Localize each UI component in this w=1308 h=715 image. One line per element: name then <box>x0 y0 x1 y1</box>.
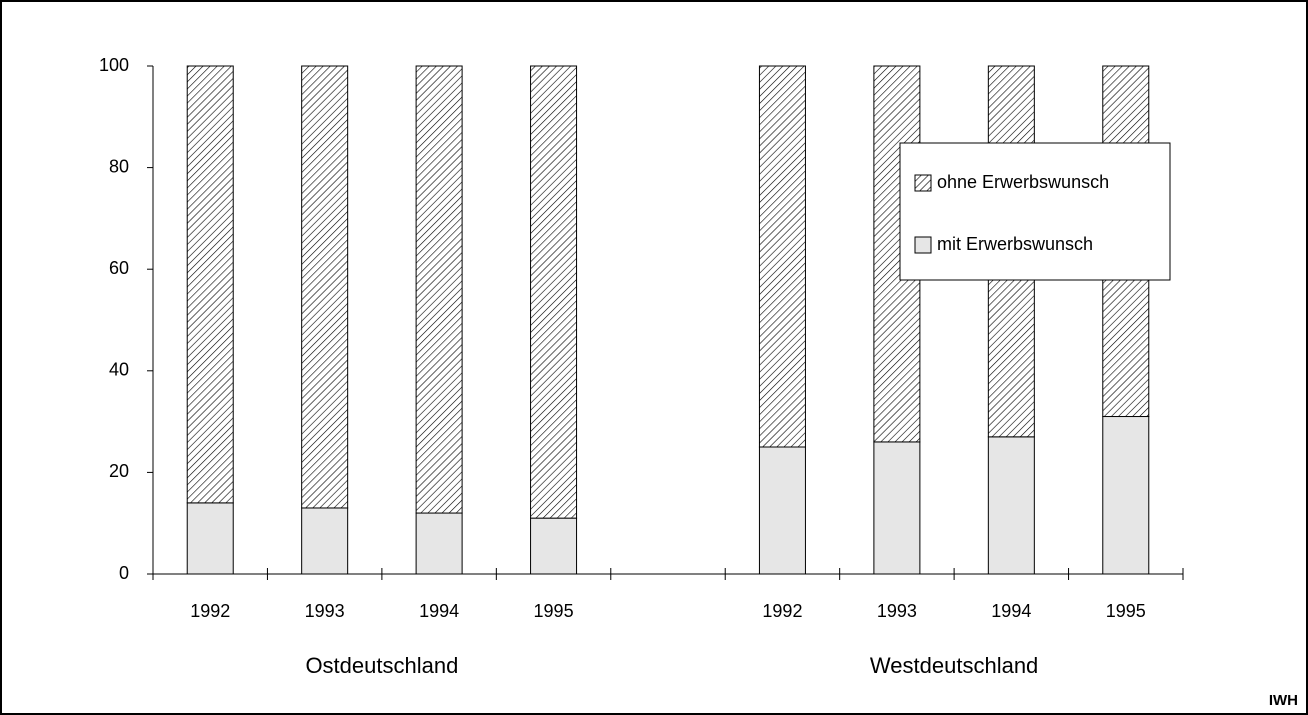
legend-label: mit Erwerbswunsch <box>937 234 1093 254</box>
bar-segment <box>758 446 806 575</box>
bar-segment <box>301 507 349 575</box>
bar-segment <box>415 65 463 514</box>
bar-segment <box>186 502 234 575</box>
bar-segment <box>186 65 234 504</box>
x-tick-label: 1992 <box>190 601 230 621</box>
group-label: Ostdeutschland <box>305 653 458 678</box>
group-label: Westdeutschland <box>870 653 1038 678</box>
source: IWH <box>1269 692 1298 709</box>
bar-segment <box>530 517 578 575</box>
legend-swatch <box>914 236 932 254</box>
bar-segment <box>873 441 921 575</box>
y-tick-label: 40 <box>109 360 129 380</box>
legend-label: ohne Erwerbswunsch <box>937 172 1109 192</box>
x-tick-label: 1994 <box>991 601 1031 621</box>
x-tick-label: 1992 <box>762 601 802 621</box>
x-tick-label: 1995 <box>1106 601 1146 621</box>
bar-segment <box>530 65 578 519</box>
bar-segment <box>987 436 1035 575</box>
x-tick-label: 1995 <box>534 601 574 621</box>
bar-segment <box>758 65 806 448</box>
y-tick-label: 60 <box>109 258 129 278</box>
x-tick-label: 1993 <box>305 601 345 621</box>
x-tick-label: 1994 <box>419 601 459 621</box>
y-tick-label: 80 <box>109 156 129 176</box>
legend-swatch <box>914 174 932 192</box>
bar-segment <box>415 512 463 575</box>
bar-segment <box>301 65 349 509</box>
y-tick-label: 0 <box>119 563 129 583</box>
y-tick-label: 100 <box>99 55 129 75</box>
y-tick-label: 20 <box>109 461 129 481</box>
legend-box <box>899 142 1171 281</box>
x-tick-label: 1993 <box>877 601 917 621</box>
legend: ohne Erwerbswunsch mit Erwerbswunsch <box>899 142 1171 281</box>
bar-segment <box>1102 416 1150 575</box>
